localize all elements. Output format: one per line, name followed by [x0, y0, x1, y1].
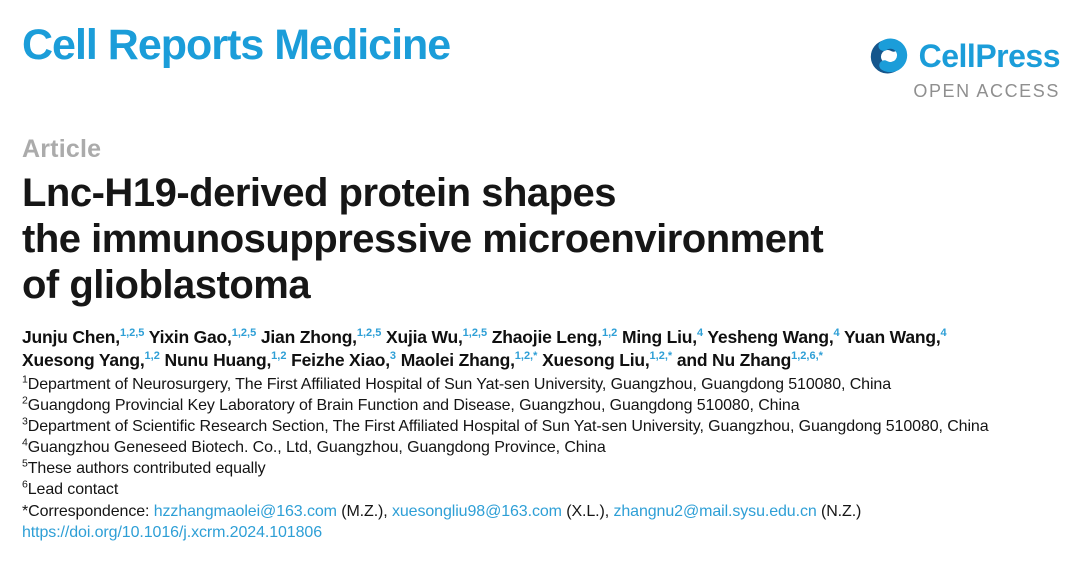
author-affiliation-sup: 1,2,* — [649, 349, 673, 362]
article-title: Lnc-H19-derived protein shapes the immuno… — [22, 170, 1060, 308]
title-line: the immunosuppressive microenvironment — [22, 217, 824, 261]
article-type-label: Article — [22, 135, 102, 163]
author-affiliation-sup: 1,2,5 — [119, 327, 145, 340]
open-access-label: OPEN ACCESS — [913, 81, 1060, 101]
affiliation-number: 6 — [22, 478, 28, 491]
masthead: Cell Reports Medicine CellPress OPEN ACC… — [0, 0, 1080, 102]
author-line: Junju Chen,1,2,5 Yixin Gao,1,2,5 Jian Zh… — [22, 326, 1060, 349]
author-name: Feizhe Xiao, — [291, 349, 390, 370]
title-line: Lnc-H19-derived protein shapes — [22, 171, 617, 215]
cellpress-interlocked-commas-icon — [864, 34, 914, 78]
affiliation-number: 1 — [22, 373, 28, 386]
journal-logo: Cell Reports Medicine — [22, 21, 451, 69]
affiliation-list: 1Department of Neurosurgery, The First A… — [22, 374, 1060, 500]
doi-line: https://doi.org/10.1016/j.xcrm.2024.1018… — [22, 522, 1060, 543]
author-affiliation-sup: 1,2,5 — [356, 327, 382, 340]
correspondence-email-link[interactable]: xuesongliu98@163.com — [391, 503, 562, 520]
doi-link[interactable]: https://doi.org/10.1016/j.xcrm.2024.1018… — [22, 524, 323, 541]
publisher-block: CellPress OPEN ACCESS — [864, 24, 1061, 101]
author-affiliation-sup: 1,2,* — [514, 349, 538, 362]
article-header-content: Article Lnc-H19-derived protein shapes th… — [0, 137, 1080, 543]
affiliation-number: 3 — [22, 415, 28, 428]
author-name: Jian Zhong, — [260, 327, 357, 347]
correspondence-email-link[interactable]: zhangnu2@mail.sysu.edu.cn — [613, 503, 817, 520]
author-affiliation-sup: 1,2 — [601, 327, 618, 340]
affiliation-line: 4Guangzhou Geneseed Biotech. Co., Ltd, G… — [22, 436, 606, 456]
correspondence-email-link[interactable]: hzzhangmaolei@163.com — [153, 503, 337, 520]
author-name: Yixin Gao, — [148, 327, 232, 347]
author-affiliation-sup: 1,2 — [271, 349, 287, 362]
author-name: Junju Chen, — [22, 327, 120, 347]
author-affiliation-sup: 1,2 — [144, 349, 160, 362]
author-name: Zhaojie Leng, — [491, 327, 602, 347]
author-line: Xuesong Yang,1,2 Nunu Huang,1,2 Feizhe X… — [22, 349, 1060, 372]
affiliation-number: 4 — [22, 436, 28, 449]
publisher-name: CellPress — [918, 38, 1061, 74]
affiliation-line: 3Department of Scientific Research Secti… — [22, 415, 989, 435]
author-affiliation-sup: 1,2,6,* — [791, 349, 823, 362]
author-name: Maolei Zhang, — [400, 349, 515, 370]
author-list: Junju Chen,1,2,5 Yixin Gao,1,2,5 Jian Zh… — [22, 326, 1060, 371]
author-affiliation-sup: 4 — [940, 327, 947, 340]
affiliation-number: 5 — [22, 457, 28, 470]
author-name: Nunu Huang, — [164, 349, 272, 370]
affiliation-line: 2Guangdong Provincial Key Laboratory of … — [22, 394, 800, 414]
title-line: of glioblastoma — [22, 263, 311, 307]
author-name: Yesheng Wang, — [707, 327, 834, 347]
author-name: Xuesong Liu, — [542, 349, 650, 370]
affiliation-line: 6Lead contact — [22, 478, 119, 498]
author-affiliation-sup: 4 — [696, 327, 704, 340]
author-name: Ming Liu, — [621, 327, 697, 347]
author-name: Yuan Wang, — [843, 327, 941, 347]
author-name: Xuesong Yang, — [22, 349, 145, 370]
affiliation-line: 5These authors contributed equally — [22, 457, 266, 477]
affiliation-line: 1Department of Neurosurgery, The First A… — [22, 373, 892, 393]
correspondence-prefix: *Correspondence: — [22, 503, 150, 520]
author-affiliation-sup: 1,2,5 — [462, 327, 488, 340]
author-name: and Nu Zhang — [676, 349, 792, 370]
author-affiliation-sup: 1,2,5 — [231, 327, 257, 340]
affiliation-number: 2 — [22, 394, 28, 407]
author-name: Xujia Wu, — [386, 327, 463, 347]
author-affiliation-sup: 3 — [389, 349, 397, 362]
author-affiliation-sup: 4 — [833, 327, 840, 340]
correspondence-line: *Correspondence: hzzhangmaolei@163.com (… — [22, 503, 862, 520]
